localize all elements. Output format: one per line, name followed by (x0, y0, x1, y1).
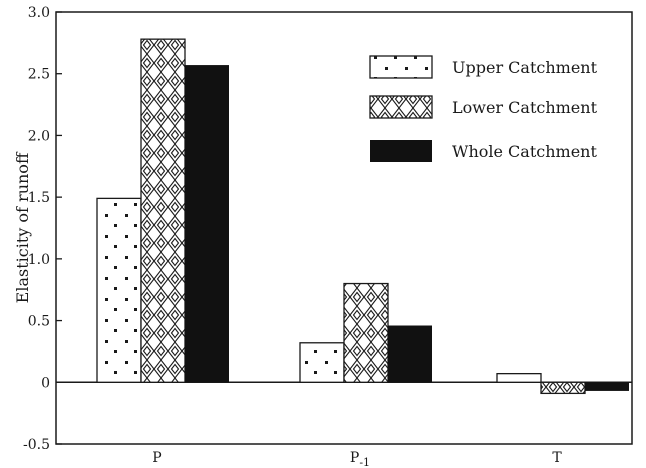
y-tick-label: 0.5 (28, 314, 50, 330)
bar (540, 381, 586, 395)
y-tick-label: 0 (41, 375, 50, 391)
category-label: P (152, 450, 161, 466)
legend-entry: Upper Catchment (369, 55, 598, 79)
bar (96, 197, 142, 383)
category-label: P-1 (350, 450, 370, 468)
bar-groups (96, 38, 629, 395)
y-tick-label: -0.5 (23, 437, 50, 453)
legend: Upper Catchment Lower Catchment Whole Catc… (369, 55, 598, 162)
y-tick-label: 3.0 (28, 5, 50, 21)
bar-group (496, 372, 629, 395)
bar-group (299, 282, 432, 383)
y-tick-label: 2.0 (28, 128, 50, 144)
bar-group (96, 38, 229, 383)
y-tick-label: 1.5 (28, 190, 50, 206)
bar (585, 382, 629, 391)
legend-entry: Whole Catchment (370, 140, 597, 162)
bar (343, 282, 389, 383)
legend-swatch (370, 140, 432, 162)
y-tick-label: 1.0 (28, 252, 50, 268)
y-axis-title: Elasticity of runoff (13, 151, 32, 303)
bar (185, 65, 229, 383)
category-labels: P P-1 T (152, 450, 562, 468)
bar (299, 342, 345, 383)
bar (140, 38, 186, 383)
legend-label: Lower Catchment (452, 98, 598, 117)
y-axis-ticks: 3.0 2.5 2.0 1.5 1.0 0.5 0 -0.5 (23, 5, 62, 453)
legend-swatch (369, 55, 433, 79)
bar (388, 325, 432, 383)
legend-swatch (369, 95, 433, 119)
bar (496, 372, 542, 383)
legend-label: Upper Catchment (452, 58, 598, 77)
legend-entry: Lower Catchment (369, 95, 598, 119)
y-tick-label: 2.5 (28, 67, 50, 83)
plot-frame (55, 11, 633, 445)
legend-label: Whole Catchment (452, 142, 597, 161)
category-label: T (552, 450, 562, 466)
